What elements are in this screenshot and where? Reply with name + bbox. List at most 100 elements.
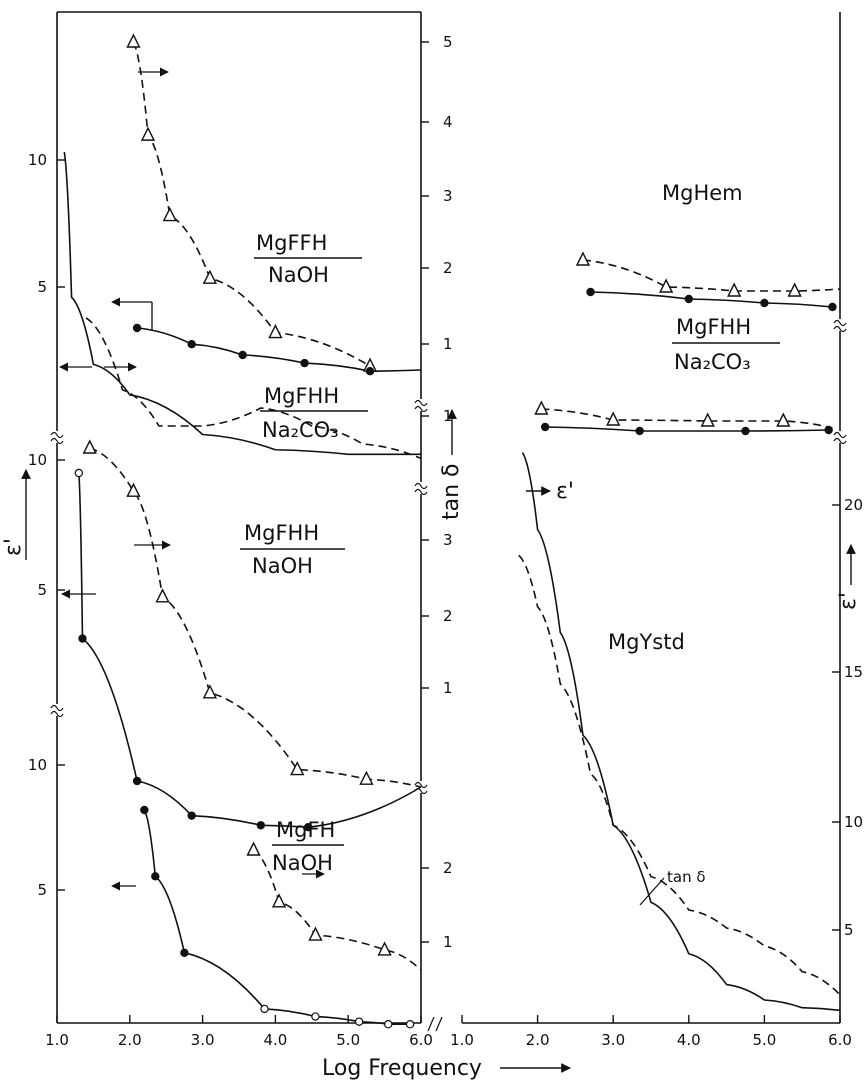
marker-mghem-tan-delta [658,278,674,293]
series-mgfhh-na2co3-right-tan-delta [541,408,833,429]
right-axis-break-2-gap [833,431,847,443]
sample-label-mgfhh-naoh: MgFHH [244,521,319,545]
marker-mgfh-epsilon [405,1019,415,1029]
tan-delta-note: tan δ [667,868,706,886]
right-axis-break-1-squiggle-b [833,325,847,333]
tan-delta-leader [639,877,665,906]
right-x-tick-label: 5.0 [752,1031,776,1049]
marker-mghem-tan-delta [575,251,591,266]
right-y-tick-label: 10 [844,813,863,831]
sample-medium-mgfhh-na2co3-left: Na₂CO₃ [262,418,339,442]
right-axis-break-1-gap [833,319,847,331]
series-mgfhh-na2co3-right-epsilon [545,426,829,432]
left-x-tick-label: 2.0 [118,1031,142,1049]
marker-mgfhh-naoh-tan-delta [290,761,305,776]
marker-mgfh-epsilon [140,805,149,815]
marker-mgfhh-naoh-epsilon [78,634,87,643]
marker-mgfhh-na2co3-right-epsilon [635,426,644,436]
mid-axis-break-2-gap [414,482,428,494]
marker-mgfhh-naoh-tan-delta [82,439,97,454]
mid-axis-break-2-squiggle-b [414,488,428,496]
marker-mgfhh-na2co3-right-epsilon [741,426,750,436]
series-mghem-tan-delta [582,259,841,292]
axis-ticks: 1.0 2.0 3.0 4.0 5.0 6.0 1.0 2.0 3.0 4.0 5.0 6.0 10 5 1… [28,33,863,1049]
right-x-tick-label: 3.0 [601,1031,625,1049]
right-axis-break-2-squiggle-b [833,437,847,445]
x-axis-title: Log Frequency [322,1056,482,1081]
marker-mghem-epsilon [586,287,595,297]
mid-y-tick-label: 2 [443,859,453,877]
sample-label-mgfh: MgFH [276,818,335,842]
axis-indicator-arrows [59,67,325,891]
left-axis-break-1-squiggle-b [50,437,64,445]
sample-label-mgystd: MgYstd [608,630,685,654]
marker-mgfhh-na2co3-right-tan-delta [534,400,549,415]
left-axis-break-2-squiggle-b [50,710,64,718]
marker-mgfhh-na2co3-right-epsilon [824,425,833,435]
marker-mgfh-epsilon [311,1012,320,1021]
marker-mgffh-epsilon [187,340,196,349]
series-mgystd-epsilon [521,452,841,1012]
marker-mgfhh-naoh-tan-delta [202,684,218,699]
marker-mgfhh-na2co3-right-tan-delta [776,412,791,427]
left-y-tick-label: 5 [37,278,47,296]
marker-mghem-epsilon [828,302,837,312]
marker-mgffh-epsilon [132,323,142,333]
right-x-tick-label: 2.0 [526,1031,550,1049]
left-axis-break-1-gap [50,431,64,443]
marker-mgffh-tan-delta [140,126,156,141]
left-x-tick-label: 3.0 [191,1031,215,1049]
marker-mgfhh-naoh-epsilon [303,823,313,832]
marker-mgfh-epsilon [180,948,189,958]
mid-axis-break-1-gap [414,399,428,411]
series-mgfhh-na2co3-epsilon [63,151,421,456]
mgystd-eps-note: ε' [556,479,574,504]
sample-medium-mgfhh-na2co3-right: Na₂CO₃ [674,350,751,374]
series-mghem-epsilon [590,291,833,308]
data-markers [74,33,837,1029]
marker-mgfhh-na2co3-right-epsilon [540,422,550,432]
left-x-tick-label: 4.0 [263,1031,287,1049]
series-mgfhh-naoh-tan-delta [89,447,422,788]
marker-mgffh-tan-delta [126,33,141,48]
marker-mgfh-tan-delta [308,926,323,941]
x-axis-break-mark [427,1016,443,1032]
marker-mgfhh-naoh-epsilon [132,776,142,786]
left-y-axis-title: ε' [1,538,26,556]
mid-y-tick-label: 1 [443,335,453,353]
marker-mgfh-tan-delta [246,841,261,856]
left-x-tick-label: 5.0 [336,1031,360,1049]
left-axis-break-2-squiggle-a [50,704,64,712]
left-x-tick-label: 6.0 [409,1031,433,1049]
marker-mgffh-epsilon [300,358,309,368]
mid-y-tick-label: 4 [443,113,453,131]
marker-mgfh-epsilon [384,1019,393,1029]
left-y-tick-label: 10 [28,151,47,169]
marker-mgffh-tan-delta [268,323,283,339]
sample-label-mgffh: MgFFH [256,231,327,255]
right-y-tick-label: 5 [844,921,854,939]
left-x-tick-label: 1.0 [45,1031,69,1049]
series-mgffh-tan-delta [132,41,371,367]
mid-axis-break-1-squiggle-a [414,399,428,407]
marker-mgffh-tan-delta [162,207,177,222]
mid-y-tick-label: 1 [443,407,453,425]
middle-y-axis-title: tan δ [439,463,464,520]
sample-medium-mgfhh-naoh: NaOH [252,554,313,578]
right-y-tick-label: 20 [844,496,863,514]
sample-medium-mgffh: NaOH [268,263,329,287]
marker-mghem-epsilon [760,298,769,308]
marker-mghem-epsilon [684,294,694,304]
sample-medium-mgfh: NaOH [272,851,333,875]
marker-mgfh-tan-delta [377,941,392,956]
series-mgfhh-na2co3-tan-delta [85,317,422,460]
right-y-tick-label: 15 [844,663,863,681]
mid-y-tick-label: 1 [443,933,453,951]
mid-axis-break-2-squiggle-a [414,482,428,490]
mid-y-tick-label: 5 [443,33,453,51]
marker-mgfh-epsilon [260,1004,269,1014]
marker-mgfhh-na2co3-right-tan-delta [700,412,715,427]
marker-mghem-tan-delta [727,282,742,297]
right-x-tick-label: 1.0 [450,1031,474,1049]
